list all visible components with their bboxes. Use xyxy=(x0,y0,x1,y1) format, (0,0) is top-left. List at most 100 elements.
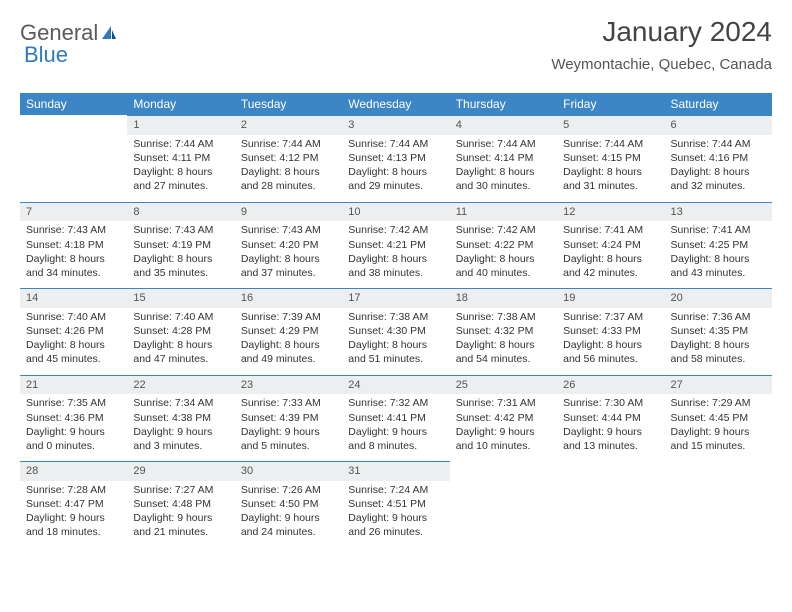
day-sr: Sunrise: 7:34 AM xyxy=(133,396,228,410)
day-body: Sunrise: 7:39 AMSunset: 4:29 PMDaylight:… xyxy=(235,308,342,375)
day-body: Sunrise: 7:38 AMSunset: 4:30 PMDaylight:… xyxy=(342,308,449,375)
day-ss: Sunset: 4:30 PM xyxy=(348,324,443,338)
day-sr: Sunrise: 7:41 AM xyxy=(671,223,766,237)
calendar-week-row: 28Sunrise: 7:28 AMSunset: 4:47 PMDayligh… xyxy=(20,461,772,548)
day-dl2: and 51 minutes. xyxy=(348,352,443,366)
calendar-day-cell xyxy=(20,115,127,202)
day-dl2: and 24 minutes. xyxy=(241,525,336,539)
day-sr: Sunrise: 7:30 AM xyxy=(563,396,658,410)
day-dl1: Daylight: 8 hours xyxy=(563,252,658,266)
calendar-day-cell: 8Sunrise: 7:43 AMSunset: 4:19 PMDaylight… xyxy=(127,202,234,289)
day-ss: Sunset: 4:12 PM xyxy=(241,151,336,165)
day-ss: Sunset: 4:38 PM xyxy=(133,411,228,425)
day-number: 14 xyxy=(20,288,127,308)
day-body: Sunrise: 7:44 AMSunset: 4:16 PMDaylight:… xyxy=(665,135,772,202)
day-ss: Sunset: 4:45 PM xyxy=(671,411,766,425)
day-body: Sunrise: 7:34 AMSunset: 4:38 PMDaylight:… xyxy=(127,394,234,461)
day-ss: Sunset: 4:41 PM xyxy=(348,411,443,425)
day-dl2: and 37 minutes. xyxy=(241,266,336,280)
day-sr: Sunrise: 7:41 AM xyxy=(563,223,658,237)
day-number: 23 xyxy=(235,375,342,395)
day-ss: Sunset: 4:19 PM xyxy=(133,238,228,252)
day-sr: Sunrise: 7:29 AM xyxy=(671,396,766,410)
calendar-day-cell: 3Sunrise: 7:44 AMSunset: 4:13 PMDaylight… xyxy=(342,115,449,202)
day-ss: Sunset: 4:15 PM xyxy=(563,151,658,165)
day-dl1: Daylight: 8 hours xyxy=(133,338,228,352)
day-dl2: and 58 minutes. xyxy=(671,352,766,366)
day-ss: Sunset: 4:50 PM xyxy=(241,497,336,511)
calendar-day-cell: 24Sunrise: 7:32 AMSunset: 4:41 PMDayligh… xyxy=(342,375,449,462)
calendar-day-cell: 12Sunrise: 7:41 AMSunset: 4:24 PMDayligh… xyxy=(557,202,664,289)
day-ss: Sunset: 4:35 PM xyxy=(671,324,766,338)
day-dl1: Daylight: 8 hours xyxy=(456,338,551,352)
calendar-week-row: 21Sunrise: 7:35 AMSunset: 4:36 PMDayligh… xyxy=(20,375,772,462)
day-number: 11 xyxy=(450,202,557,222)
day-dl1: Daylight: 8 hours xyxy=(241,338,336,352)
day-body: Sunrise: 7:38 AMSunset: 4:32 PMDaylight:… xyxy=(450,308,557,375)
day-dl1: Daylight: 8 hours xyxy=(26,338,121,352)
calendar-day-cell: 13Sunrise: 7:41 AMSunset: 4:25 PMDayligh… xyxy=(665,202,772,289)
calendar-day-cell: 17Sunrise: 7:38 AMSunset: 4:30 PMDayligh… xyxy=(342,288,449,375)
day-number: 18 xyxy=(450,288,557,308)
day-body: Sunrise: 7:44 AMSunset: 4:11 PMDaylight:… xyxy=(127,135,234,202)
day-dl1: Daylight: 8 hours xyxy=(563,338,658,352)
day-number: 29 xyxy=(127,461,234,481)
day-dl2: and 13 minutes. xyxy=(563,439,658,453)
calendar-day-cell: 9Sunrise: 7:43 AMSunset: 4:20 PMDaylight… xyxy=(235,202,342,289)
day-dl1: Daylight: 8 hours xyxy=(671,165,766,179)
day-dl1: Daylight: 9 hours xyxy=(133,511,228,525)
day-body: Sunrise: 7:33 AMSunset: 4:39 PMDaylight:… xyxy=(235,394,342,461)
day-dl2: and 29 minutes. xyxy=(348,179,443,193)
day-number: 22 xyxy=(127,375,234,395)
day-number: 28 xyxy=(20,461,127,481)
day-dl1: Daylight: 8 hours xyxy=(133,165,228,179)
day-number: 13 xyxy=(665,202,772,222)
day-dl2: and 30 minutes. xyxy=(456,179,551,193)
calendar-day-cell: 21Sunrise: 7:35 AMSunset: 4:36 PMDayligh… xyxy=(20,375,127,462)
day-dl2: and 5 minutes. xyxy=(241,439,336,453)
day-ss: Sunset: 4:51 PM xyxy=(348,497,443,511)
page-title: January 2024 xyxy=(551,16,772,48)
day-dl1: Daylight: 8 hours xyxy=(456,165,551,179)
day-dl2: and 40 minutes. xyxy=(456,266,551,280)
day-dl2: and 32 minutes. xyxy=(671,179,766,193)
day-body: Sunrise: 7:42 AMSunset: 4:22 PMDaylight:… xyxy=(450,221,557,288)
calendar-day-cell: 11Sunrise: 7:42 AMSunset: 4:22 PMDayligh… xyxy=(450,202,557,289)
calendar-day-cell: 29Sunrise: 7:27 AMSunset: 4:48 PMDayligh… xyxy=(127,461,234,548)
calendar-day-cell: 6Sunrise: 7:44 AMSunset: 4:16 PMDaylight… xyxy=(665,115,772,202)
calendar-day-cell: 31Sunrise: 7:24 AMSunset: 4:51 PMDayligh… xyxy=(342,461,449,548)
day-sr: Sunrise: 7:24 AM xyxy=(348,483,443,497)
day-sr: Sunrise: 7:44 AM xyxy=(241,137,336,151)
day-body: Sunrise: 7:40 AMSunset: 4:28 PMDaylight:… xyxy=(127,308,234,375)
day-sr: Sunrise: 7:31 AM xyxy=(456,396,551,410)
day-body: Sunrise: 7:40 AMSunset: 4:26 PMDaylight:… xyxy=(20,308,127,375)
day-sr: Sunrise: 7:44 AM xyxy=(563,137,658,151)
day-sr: Sunrise: 7:44 AM xyxy=(348,137,443,151)
day-body: Sunrise: 7:26 AMSunset: 4:50 PMDaylight:… xyxy=(235,481,342,548)
day-body: Sunrise: 7:44 AMSunset: 4:12 PMDaylight:… xyxy=(235,135,342,202)
day-ss: Sunset: 4:48 PM xyxy=(133,497,228,511)
weekday-header: Sunday xyxy=(20,93,127,115)
day-dl2: and 35 minutes. xyxy=(133,266,228,280)
day-dl1: Daylight: 9 hours xyxy=(671,425,766,439)
day-number: 25 xyxy=(450,375,557,395)
calendar-day-cell: 28Sunrise: 7:28 AMSunset: 4:47 PMDayligh… xyxy=(20,461,127,548)
day-body: Sunrise: 7:28 AMSunset: 4:47 PMDaylight:… xyxy=(20,481,127,548)
day-dl1: Daylight: 8 hours xyxy=(241,165,336,179)
calendar-table: Sunday Monday Tuesday Wednesday Thursday… xyxy=(20,93,772,548)
day-number: 8 xyxy=(127,202,234,222)
day-number: 31 xyxy=(342,461,449,481)
day-sr: Sunrise: 7:32 AM xyxy=(348,396,443,410)
day-ss: Sunset: 4:29 PM xyxy=(241,324,336,338)
weekday-header: Friday xyxy=(557,93,664,115)
day-sr: Sunrise: 7:39 AM xyxy=(241,310,336,324)
day-dl2: and 56 minutes. xyxy=(563,352,658,366)
day-dl2: and 3 minutes. xyxy=(133,439,228,453)
calendar-day-cell: 7Sunrise: 7:43 AMSunset: 4:18 PMDaylight… xyxy=(20,202,127,289)
weekday-header-row: Sunday Monday Tuesday Wednesday Thursday… xyxy=(20,93,772,115)
day-dl1: Daylight: 9 hours xyxy=(563,425,658,439)
day-body: Sunrise: 7:43 AMSunset: 4:18 PMDaylight:… xyxy=(20,221,127,288)
day-body: Sunrise: 7:29 AMSunset: 4:45 PMDaylight:… xyxy=(665,394,772,461)
day-dl1: Daylight: 9 hours xyxy=(241,425,336,439)
day-body: Sunrise: 7:31 AMSunset: 4:42 PMDaylight:… xyxy=(450,394,557,461)
